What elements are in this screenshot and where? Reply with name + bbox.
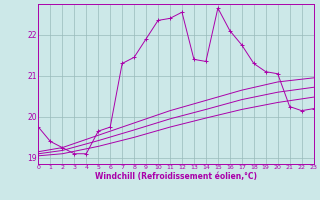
X-axis label: Windchill (Refroidissement éolien,°C): Windchill (Refroidissement éolien,°C) — [95, 172, 257, 181]
